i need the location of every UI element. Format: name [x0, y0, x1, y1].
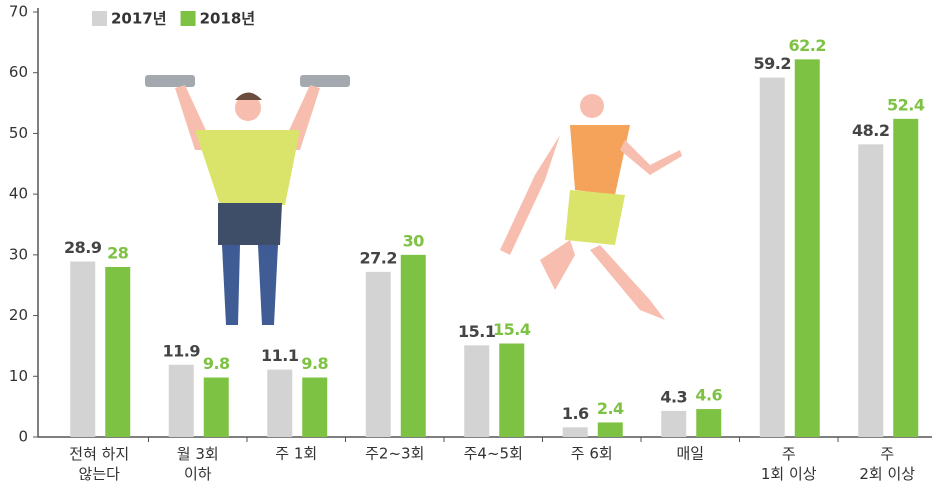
bar	[760, 78, 785, 437]
x-tick-label: 주4~5회	[464, 445, 523, 463]
value-label: 62.2	[789, 36, 826, 55]
bar	[858, 144, 883, 437]
illustration-runner	[500, 94, 682, 320]
y-tick-label: 40	[9, 185, 28, 203]
bar	[661, 411, 686, 437]
bar	[204, 378, 229, 438]
value-label: 30	[403, 231, 425, 250]
x-tick-label: 주 6회	[571, 445, 613, 463]
value-label: 52.4	[887, 95, 925, 114]
bar	[795, 59, 820, 437]
x-tick-label: 주2~3회	[365, 445, 424, 463]
value-label: 4.6	[695, 386, 722, 405]
value-label: 28.9	[64, 238, 102, 257]
x-tick-label: 주 1회	[275, 445, 317, 463]
x-tick-label: 매일	[676, 445, 704, 463]
bar	[267, 370, 292, 437]
y-tick-label: 20	[9, 306, 28, 324]
value-label: 11.1	[261, 346, 299, 365]
value-label: 28	[107, 244, 129, 263]
bar	[563, 427, 588, 437]
legend-swatch	[181, 11, 196, 26]
chart: 0 10 20 30 40 50 60 70 2017년 2018년전혀 하지않는다 28.9 28 월…	[0, 0, 936, 487]
value-label: 4.3	[660, 387, 687, 406]
bar	[169, 365, 194, 437]
value-label: 15.1	[458, 322, 496, 341]
value-label: 48.2	[852, 121, 889, 140]
bar	[105, 267, 130, 437]
value-label: 9.8	[203, 354, 230, 373]
value-label: 2.4	[597, 399, 624, 418]
bar	[401, 255, 426, 437]
value-label: 27.2	[360, 248, 397, 267]
illustration-weightlifter	[145, 75, 350, 325]
legend-label: 2018년	[200, 10, 256, 28]
bar	[464, 345, 489, 437]
value-label: 1.6	[562, 404, 589, 423]
bar	[302, 378, 327, 438]
legend-swatch	[92, 11, 107, 26]
value-label: 59.2	[754, 54, 791, 73]
bar	[893, 119, 918, 437]
y-tick-label: 60	[9, 63, 28, 81]
value-label: 9.8	[301, 354, 328, 373]
y-tick-label: 50	[9, 124, 28, 142]
bar	[499, 344, 524, 438]
bar	[70, 262, 95, 437]
y-tick-label: 70	[9, 3, 28, 21]
value-label: 15.4	[493, 320, 531, 339]
legend-label: 2017년	[111, 10, 167, 28]
value-label: 11.9	[163, 341, 201, 360]
y-tick-label: 30	[9, 245, 28, 263]
bar	[366, 272, 391, 437]
bar	[696, 409, 721, 437]
bar	[598, 422, 623, 437]
y-tick-label: 10	[9, 367, 28, 385]
y-tick-label: 0	[18, 428, 28, 446]
